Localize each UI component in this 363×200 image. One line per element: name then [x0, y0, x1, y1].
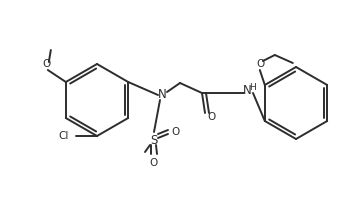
Text: O: O	[208, 112, 216, 122]
Text: H: H	[250, 82, 256, 92]
Text: O: O	[172, 127, 180, 137]
Text: O: O	[257, 59, 265, 69]
Text: Cl: Cl	[59, 131, 69, 141]
Text: N: N	[158, 88, 166, 102]
Text: N: N	[242, 84, 251, 98]
Text: O: O	[43, 59, 51, 69]
Text: S: S	[150, 134, 158, 146]
Text: O: O	[150, 158, 158, 168]
